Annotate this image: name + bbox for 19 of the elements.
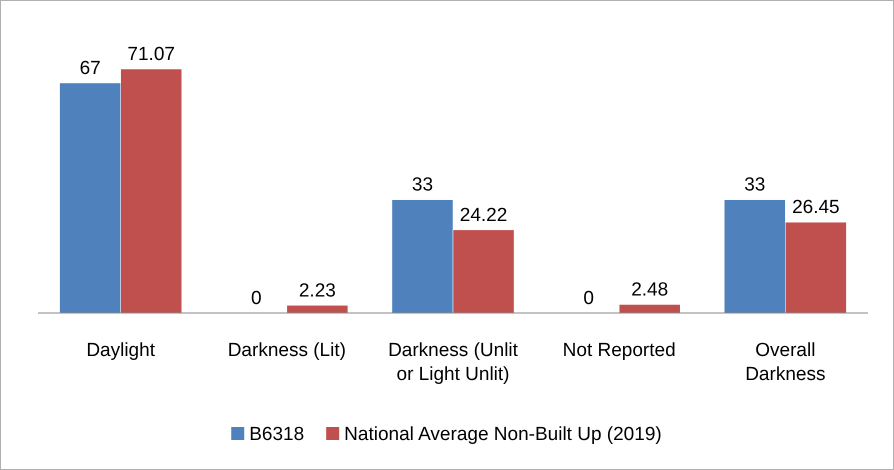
data-label: 24.22 — [460, 204, 508, 226]
data-label: 33 — [412, 174, 434, 196]
legend-label: B6318 — [249, 424, 304, 445]
data-label: 26.45 — [792, 197, 840, 218]
data-label: 0 — [251, 288, 262, 309]
data-label: 0 — [583, 288, 594, 309]
data-label: 2.23 — [298, 280, 336, 302]
x-tick-label: Daylight — [86, 340, 156, 361]
x-tick-label: Darkness (Unlit or Light Unlit) — [388, 340, 519, 385]
data-label: 71.07 — [127, 44, 175, 65]
x-tick-label: Darkness (Lit) — [228, 340, 346, 361]
bar — [286, 305, 348, 314]
x-tick-label: Not Reported — [562, 340, 676, 361]
data-label: 67 — [80, 58, 101, 79]
legend-label: National Average Non-Built Up (2019) — [344, 424, 662, 445]
bar — [618, 304, 680, 314]
x-tick-label: Overall Darkness — [745, 340, 826, 385]
data-label: 2.48 — [631, 279, 668, 300]
data-label: 33 — [744, 174, 766, 196]
